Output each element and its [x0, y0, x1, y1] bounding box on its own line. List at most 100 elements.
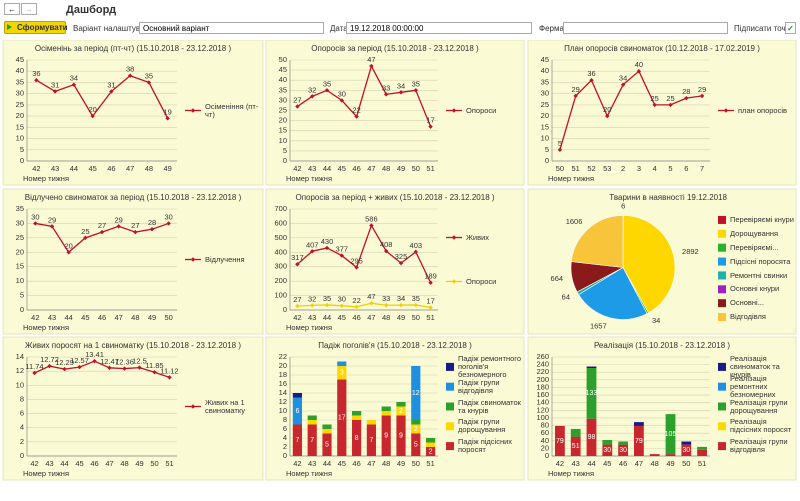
- legend-swatch: [718, 382, 726, 391]
- y-tick-label: 30: [16, 218, 24, 227]
- point-marker: [413, 249, 418, 255]
- point-marker: [324, 88, 330, 93]
- y-tick-label: 5: [545, 145, 549, 154]
- legend-marker: [190, 257, 196, 262]
- bar-segment: [411, 433, 421, 456]
- legend-swatch: [718, 313, 726, 322]
- sign-label: Підписати точки:: [734, 24, 796, 33]
- point-marker: [354, 114, 359, 119]
- dashboard: Осіменінь за період (пт-чт) (15.10.2018 …: [2, 40, 797, 481]
- point-label: 403: [410, 241, 423, 250]
- x-tick-label: 45: [338, 164, 346, 173]
- sign-checkbox[interactable]: ✓: [785, 22, 796, 34]
- segment-label: 30: [603, 447, 611, 454]
- point-marker: [310, 94, 315, 99]
- point-marker: [99, 229, 105, 235]
- segment-label: 105: [665, 431, 677, 438]
- chart-panel: Опоросів за період + живих (15.10.2018 -…: [265, 188, 525, 335]
- y-tick-label: 100: [536, 413, 549, 422]
- x-axis-label: Номер тижня: [286, 174, 332, 183]
- legend-swatch: [446, 382, 454, 391]
- point-label: 35: [323, 79, 331, 88]
- y-tick-label: 0: [283, 156, 287, 165]
- legend-swatch: [718, 271, 726, 280]
- y-tick-label: 5: [20, 145, 24, 154]
- point-label: 11.74: [25, 362, 43, 371]
- point-marker: [369, 63, 374, 69]
- y-tick-label: 10: [541, 134, 549, 143]
- chart-title: План опоросів свиноматок (10.12.2018 - 1…: [564, 44, 760, 53]
- point-marker: [116, 224, 121, 229]
- x-tick-label: 46: [90, 459, 98, 468]
- point-label: 17: [426, 297, 434, 306]
- x-tick-label: 2: [621, 164, 625, 173]
- legend-item: Опороси: [466, 277, 496, 285]
- legend-swatch: [446, 442, 454, 451]
- point-marker: [324, 245, 330, 251]
- point-label: 20: [88, 105, 96, 114]
- back-button[interactable]: ←: [4, 3, 20, 15]
- legend-label: Відлучення: [205, 254, 245, 264]
- chart-panel: Опоросів за період (15.10.2018 - 23.12.2…: [265, 40, 525, 186]
- point-marker: [295, 104, 300, 109]
- y-tick-label: 15: [279, 126, 287, 135]
- x-tick-label: 4: [653, 164, 657, 173]
- bar-segment: [337, 361, 347, 366]
- bar-segment: [322, 433, 332, 456]
- point-label: 32: [308, 85, 316, 94]
- bar-segment: [352, 411, 362, 416]
- forward-button[interactable]: →: [21, 3, 37, 15]
- bar-segment: [411, 424, 421, 434]
- x-tick-label: 44: [587, 459, 595, 468]
- legend-item: Реалізація ремонтних безномерних: [730, 375, 776, 398]
- x-tick-label: 50: [412, 313, 420, 322]
- x-tick-label: 50: [682, 459, 690, 468]
- segment-label: 5: [325, 442, 329, 449]
- y-tick-label: 10: [16, 276, 24, 285]
- point-marker: [369, 301, 374, 306]
- y-tick-label: 2: [20, 437, 24, 446]
- segment-label: 3: [340, 370, 344, 377]
- x-tick-label: 51: [165, 459, 173, 468]
- point-label: 34: [70, 74, 78, 83]
- segment-label: 79: [556, 438, 564, 445]
- point-label: 30: [338, 295, 346, 304]
- generate-button[interactable]: Сформувати: [4, 21, 68, 34]
- y-tick-label: 2: [283, 442, 287, 451]
- series-line: [296, 223, 432, 284]
- point-label: 29: [48, 215, 56, 224]
- x-tick-label: 48: [651, 459, 659, 468]
- y-tick-label: 140: [536, 398, 549, 407]
- x-tick-label: 46: [98, 313, 106, 322]
- point-marker: [384, 303, 389, 308]
- x-tick-label: 45: [603, 459, 611, 468]
- y-tick-label: 6: [20, 409, 24, 418]
- bar-segment: [681, 444, 692, 456]
- legend-label: Відгодівля: [730, 312, 766, 322]
- legend-item: Перевіряємі...: [730, 243, 779, 251]
- point-marker: [428, 124, 433, 129]
- point-marker: [92, 358, 97, 364]
- variant-label: Варіант налаштування:: [73, 24, 160, 33]
- point-marker: [384, 92, 389, 97]
- farm-input[interactable]: [563, 22, 728, 34]
- legend-label: Живих: [466, 232, 490, 242]
- point-marker: [52, 89, 58, 94]
- date-input[interactable]: 19.12.2018 00:00:00: [346, 22, 532, 34]
- slice-label: 6: [621, 201, 625, 210]
- legend-label: Основні кнури: [730, 284, 780, 294]
- segment-label: 12: [412, 390, 420, 397]
- x-axis-label: Номер тижня: [23, 469, 69, 478]
- legend-item: Опороси: [466, 106, 496, 114]
- y-tick-label: 45: [541, 55, 549, 64]
- y-tick-label: 4: [20, 423, 24, 432]
- segment-label: 9: [384, 433, 388, 440]
- chart-panel: Падіж поголів'я (15.10.2018 - 23.12.2018…: [265, 336, 525, 481]
- point-marker: [149, 227, 155, 232]
- y-tick-label: 240: [536, 360, 549, 369]
- point-marker: [152, 370, 157, 375]
- legend-item: Дорощування: [730, 229, 778, 237]
- point-label: 31: [107, 80, 115, 89]
- series-line: [34, 360, 170, 378]
- variant-select[interactable]: Основний варіант: [139, 22, 324, 34]
